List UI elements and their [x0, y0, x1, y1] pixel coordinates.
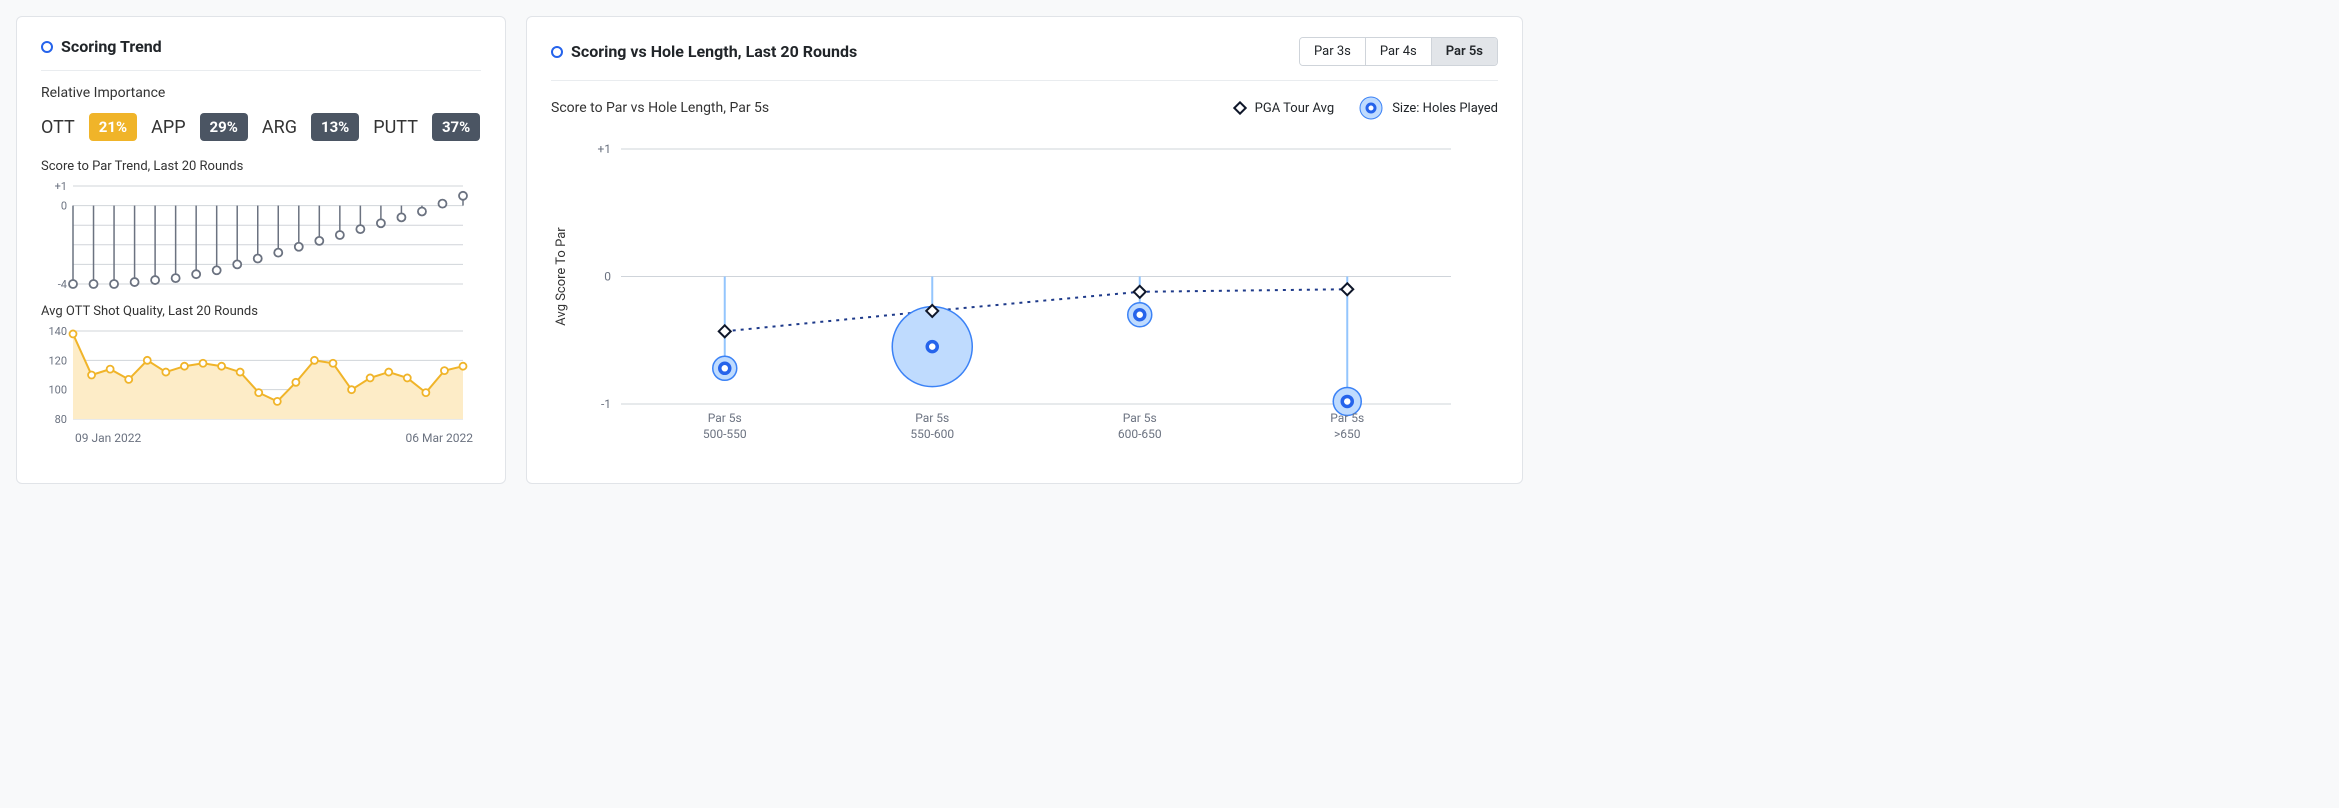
svg-text:-1: -1	[601, 397, 611, 411]
legend-size-label: Size: Holes Played	[1392, 101, 1498, 116]
legend-pga-label: PGA Tour Avg	[1255, 101, 1335, 116]
legend: PGA Tour Avg Size: Holes Played	[1233, 95, 1498, 121]
svg-text:550-600: 550-600	[910, 427, 954, 441]
importance-badge: 37%	[432, 113, 480, 141]
svg-text:120: 120	[48, 354, 67, 367]
scoring-vs-length-card: Scoring vs Hole Length, Last 20 Rounds P…	[526, 16, 1523, 484]
diamond-icon	[1233, 101, 1247, 115]
scoring-trend-card: Scoring Trend Relative Importance OTT 21%…	[16, 16, 506, 484]
tab-par-4s[interactable]: Par 4s	[1366, 38, 1432, 65]
svg-text:+1: +1	[597, 142, 611, 156]
svg-text:Par 5s: Par 5s	[1330, 411, 1364, 425]
header-dot-icon	[551, 46, 563, 58]
svg-text:+1: +1	[55, 180, 67, 193]
importance-badge: 29%	[200, 113, 248, 141]
svg-text:100: 100	[48, 384, 67, 397]
importance-label: PUTT	[373, 117, 418, 138]
ott-x-labels: 09 Jan 2022 06 Mar 2022	[41, 429, 481, 445]
importance-label: APP	[151, 117, 185, 138]
importance-row: OTT 21% APP 29% ARG 13% PUTT 37%	[41, 113, 481, 141]
svg-text:600-650: 600-650	[1118, 427, 1162, 441]
hole-length-chart: Avg Score To Par -1 0 +1 Par 5s 500-550 Par 5s…	[551, 129, 1471, 459]
tab-par-5s[interactable]: Par 5s	[1432, 38, 1497, 65]
importance-header: Relative Importance	[41, 85, 481, 101]
importance-label: OTT	[41, 117, 75, 138]
ott-trend-chart: 80 100 120 140	[41, 325, 471, 425]
svg-text:0: 0	[604, 270, 611, 284]
svg-text:140: 140	[48, 325, 67, 338]
legend-size: Size: Holes Played	[1358, 95, 1498, 121]
card-header: Scoring Trend	[41, 37, 481, 71]
svg-text:Par 5s: Par 5s	[708, 411, 742, 425]
svg-text:-4: -4	[58, 278, 67, 290]
importance-badge: 13%	[311, 113, 359, 141]
svg-text:Par 5s: Par 5s	[915, 411, 949, 425]
svg-text:Par 5s: Par 5s	[1123, 411, 1157, 425]
card-header: Scoring vs Hole Length, Last 20 Rounds P…	[551, 37, 1498, 81]
ott-x-left: 09 Jan 2022	[75, 431, 141, 445]
importance-badge: 21%	[89, 113, 137, 141]
subhead-row: Score to Par vs Hole Length, Par 5s PGA …	[551, 95, 1498, 121]
svg-text:0: 0	[61, 200, 67, 213]
legend-pga: PGA Tour Avg	[1233, 101, 1335, 116]
score-trend-title: Score to Par Trend, Last 20 Rounds	[41, 159, 481, 174]
bubble-icon	[1358, 95, 1384, 121]
svg-text:80: 80	[55, 413, 67, 425]
tab-par-3s[interactable]: Par 3s	[1300, 38, 1366, 65]
ott-x-right: 06 Mar 2022	[406, 431, 474, 445]
card-title: Scoring Trend	[61, 37, 162, 56]
header-dot-icon	[41, 41, 53, 53]
par-tabs: Par 3sPar 4sPar 5s	[1299, 37, 1498, 66]
svg-text:Avg Score To Par: Avg Score To Par	[554, 227, 569, 326]
svg-text:500-550: 500-550	[703, 427, 747, 441]
ott-trend-title: Avg OTT Shot Quality, Last 20 Rounds	[41, 304, 481, 319]
chart-subhead: Score to Par vs Hole Length, Par 5s	[551, 100, 769, 116]
score-trend-chart: -4 0 +1	[41, 180, 471, 290]
card-title: Scoring vs Hole Length, Last 20 Rounds	[571, 42, 857, 61]
svg-text:>650: >650	[1334, 427, 1361, 441]
importance-label: ARG	[262, 117, 297, 138]
